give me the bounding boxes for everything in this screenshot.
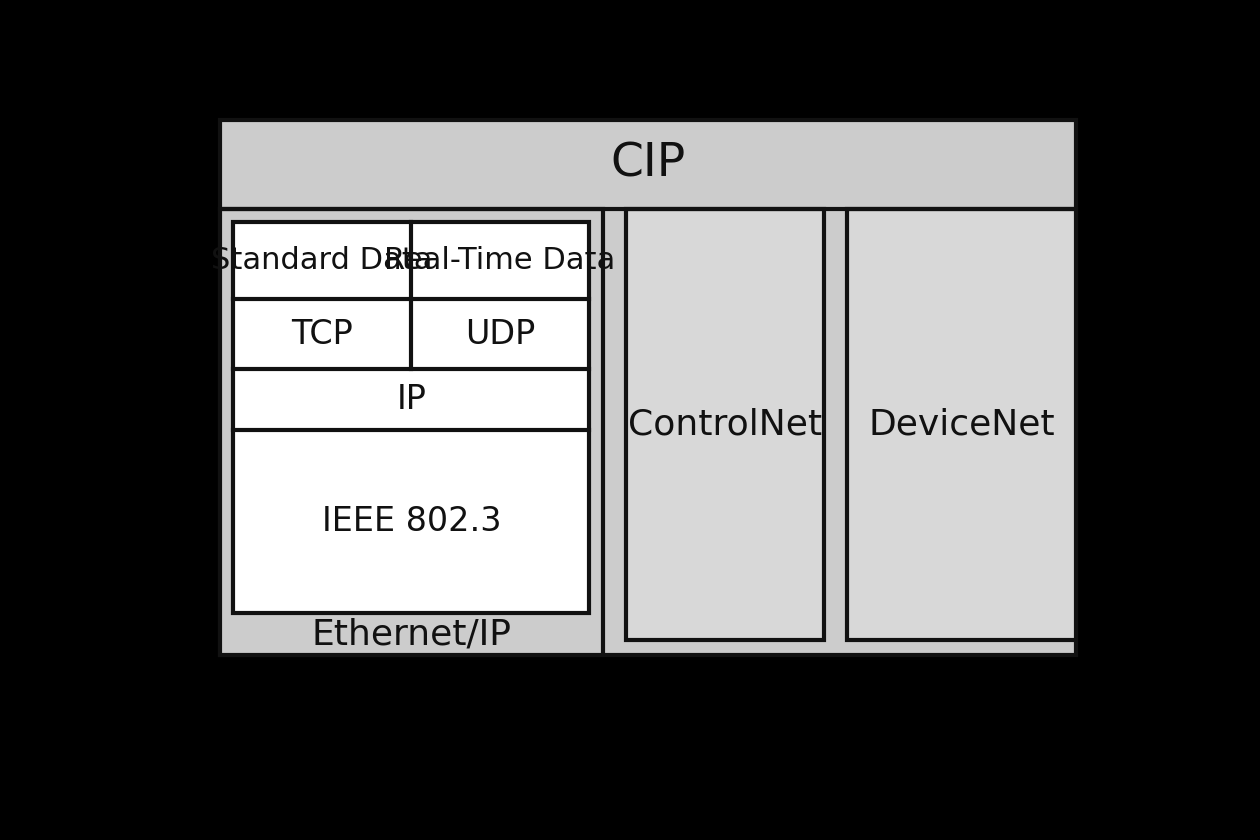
Text: DeviceNet: DeviceNet [868, 407, 1055, 441]
Text: IEEE 802.3: IEEE 802.3 [321, 505, 501, 538]
Text: Real-Time Data: Real-Time Data [384, 246, 616, 276]
Text: UDP: UDP [465, 318, 536, 350]
Text: CIP: CIP [610, 142, 685, 186]
Bar [626, 208, 824, 640]
Text: ControlNet: ControlNet [629, 407, 823, 441]
Bar [219, 120, 1076, 655]
Text: TCP: TCP [291, 318, 353, 350]
Bar [219, 208, 604, 655]
Bar [847, 208, 1076, 640]
Text: Standard Data: Standard Data [212, 246, 433, 276]
Text: IP: IP [397, 383, 426, 416]
Text: Ethernet/IP: Ethernet/IP [311, 617, 512, 651]
Bar [233, 223, 590, 613]
